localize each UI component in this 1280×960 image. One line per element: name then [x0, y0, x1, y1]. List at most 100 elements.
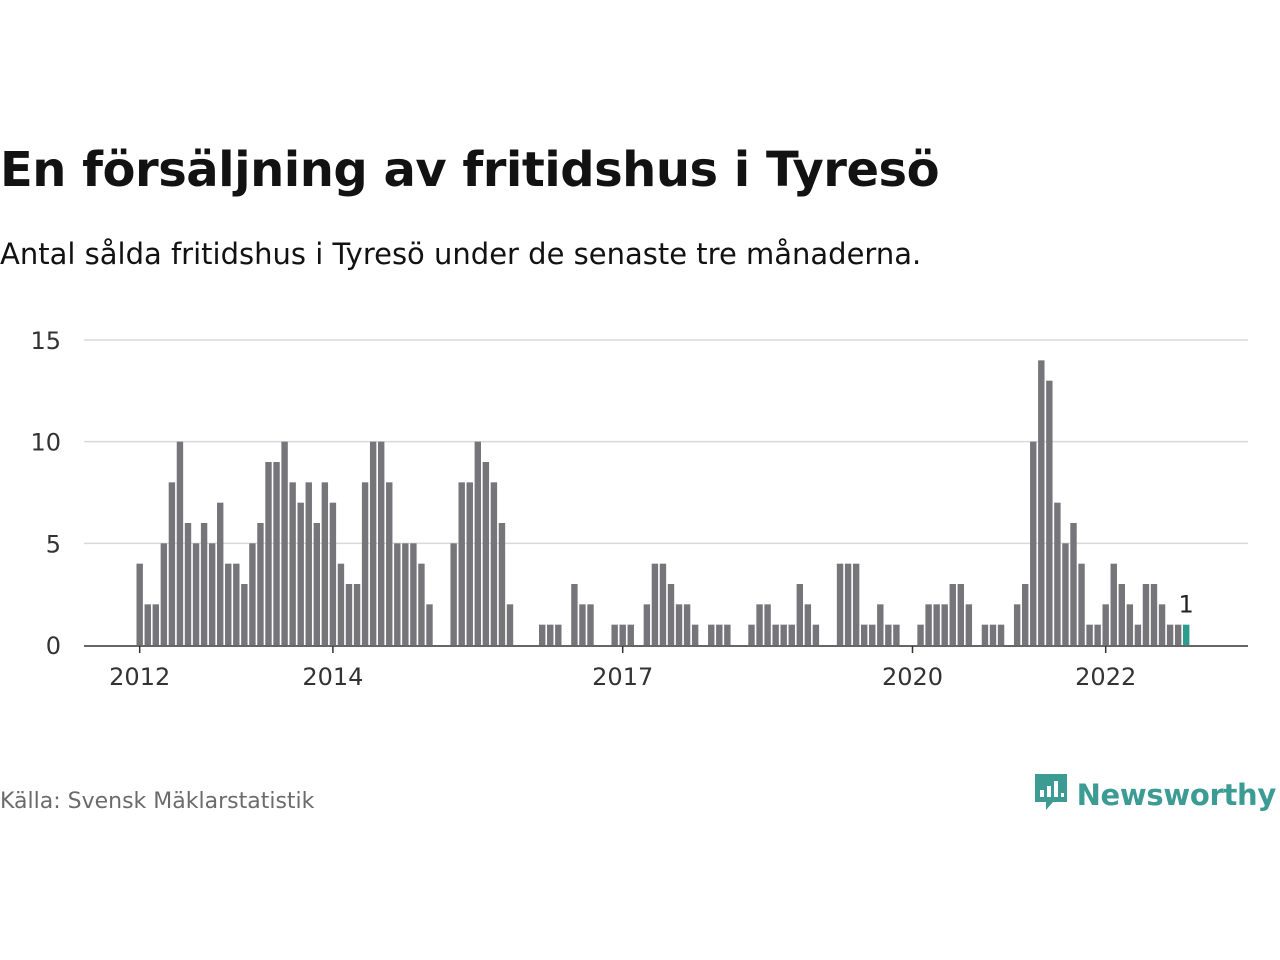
bar [418, 563, 425, 645]
bar [893, 624, 900, 645]
bar [184, 523, 192, 645]
bar [836, 563, 844, 645]
bar [225, 563, 232, 645]
bar [450, 543, 457, 645]
x-tick-label: 2012 [109, 663, 170, 691]
chart-subtitle: Antal sålda fritidshus i Tyresö under de… [0, 237, 922, 271]
bar [691, 624, 699, 645]
y-tick-label: 0 [46, 632, 61, 660]
x-tick-label: 2017 [592, 663, 653, 691]
bar [506, 604, 514, 645]
bar [1142, 584, 1150, 645]
bar [1134, 624, 1142, 645]
bar [933, 604, 940, 645]
bar [1013, 604, 1021, 645]
bar [941, 604, 948, 645]
bar [1102, 604, 1109, 645]
bar [852, 563, 860, 645]
bar [1166, 624, 1174, 645]
bar [877, 604, 884, 645]
bar [474, 441, 481, 645]
bar [490, 482, 498, 645]
bar [1150, 584, 1158, 645]
bar [192, 543, 200, 645]
bar [587, 604, 594, 645]
bar [144, 604, 151, 645]
bar [981, 624, 989, 645]
brand-name: Newsworthy [1076, 778, 1277, 812]
bar [1062, 543, 1069, 645]
bar [313, 523, 320, 645]
bar [619, 624, 626, 645]
bar [176, 441, 184, 645]
bar [361, 482, 369, 645]
bar [748, 624, 755, 645]
bar [957, 584, 964, 645]
bar [667, 584, 675, 645]
bar [1118, 584, 1125, 645]
bar [627, 624, 634, 645]
y-tick-label: 10 [30, 429, 61, 457]
bar [305, 482, 312, 645]
bar [643, 604, 651, 645]
y-tick-label: 15 [30, 327, 61, 355]
source-note: Källa: Svensk Mäklarstatistik [0, 789, 315, 814]
bar [1110, 563, 1117, 645]
bar [249, 543, 256, 645]
bar [1158, 604, 1166, 645]
bar [1022, 584, 1029, 645]
bar [539, 624, 546, 645]
bar [386, 482, 393, 645]
bar [1038, 360, 1045, 645]
bar [812, 624, 820, 645]
bar [724, 624, 731, 645]
bar [136, 563, 143, 645]
brand-logo[interactable]: Newsworthy [1033, 772, 1276, 818]
bar [555, 624, 562, 645]
bar [337, 563, 345, 645]
x-tick-label: 2014 [302, 663, 363, 691]
bar [289, 482, 296, 645]
bar [241, 584, 248, 645]
bar [780, 624, 787, 645]
bar [965, 604, 973, 645]
bar [378, 441, 385, 645]
highlight-bar [1183, 624, 1190, 645]
bar [466, 482, 473, 645]
bar [168, 482, 176, 645]
bar [345, 584, 353, 645]
bar [265, 462, 272, 645]
bar [1086, 624, 1093, 645]
bar [796, 584, 803, 645]
bar [1094, 624, 1101, 645]
bar [659, 563, 667, 645]
bar [804, 604, 812, 645]
bar [482, 462, 490, 645]
y-tick-label: 5 [46, 530, 61, 558]
bar [321, 482, 329, 645]
bar [217, 502, 224, 645]
bar [402, 543, 409, 645]
bar [369, 441, 377, 645]
bar [1046, 380, 1053, 645]
bar [208, 543, 216, 645]
bar [152, 604, 159, 645]
bar [1078, 563, 1085, 645]
x-tick-label: 2022 [1075, 663, 1136, 691]
bar [498, 523, 506, 645]
bar [997, 624, 1005, 645]
bar [281, 441, 288, 645]
bar [651, 563, 659, 645]
bar [1174, 624, 1182, 645]
bar [571, 584, 578, 645]
bar [925, 604, 932, 645]
bar [353, 584, 361, 645]
bar [844, 563, 852, 645]
bar [716, 624, 723, 645]
chart-title: En försäljning av fritidshus i Tyresö [0, 142, 940, 198]
bar [200, 523, 208, 645]
bar [611, 624, 618, 645]
bar [273, 462, 280, 645]
bar [949, 584, 956, 645]
bar [788, 624, 795, 645]
